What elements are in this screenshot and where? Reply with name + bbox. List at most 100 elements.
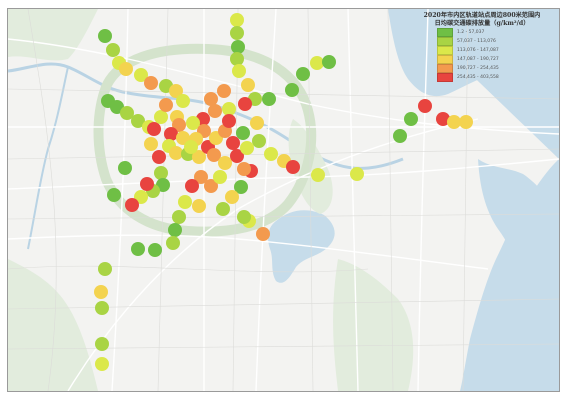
- green-area: [8, 9, 98, 61]
- station-marker[interactable]: [95, 301, 109, 315]
- station-marker[interactable]: [107, 188, 121, 202]
- station-marker[interactable]: [250, 116, 264, 130]
- station-marker[interactable]: [131, 242, 145, 256]
- legend-item: 113,076 - 147,087: [437, 46, 559, 55]
- station-marker[interactable]: [237, 162, 251, 176]
- station-marker[interactable]: [252, 134, 266, 148]
- station-marker[interactable]: [230, 149, 244, 163]
- station-marker[interactable]: [147, 122, 161, 136]
- station-marker[interactable]: [286, 160, 300, 174]
- station-marker[interactable]: [172, 118, 186, 132]
- map-canvas[interactable]: [8, 9, 559, 391]
- station-marker[interactable]: [144, 76, 158, 90]
- legend-swatch: [437, 37, 453, 46]
- station-marker[interactable]: [285, 83, 299, 97]
- station-marker[interactable]: [262, 92, 276, 106]
- legend-title: 2020年市内区轨道站点周边800米范围内 日均碳交通碳排放量（g/km²/d）: [423, 12, 541, 27]
- station-marker[interactable]: [436, 112, 450, 126]
- legend-item: 190,727 - 254,435: [437, 64, 559, 73]
- station-marker[interactable]: [296, 67, 310, 81]
- station-marker[interactable]: [125, 198, 139, 212]
- station-marker[interactable]: [241, 78, 255, 92]
- station-marker[interactable]: [231, 40, 245, 54]
- station-marker[interactable]: [256, 227, 270, 241]
- station-marker[interactable]: [217, 84, 231, 98]
- station-marker[interactable]: [184, 140, 198, 154]
- station-marker[interactable]: [185, 179, 199, 193]
- station-marker[interactable]: [459, 115, 473, 129]
- station-marker[interactable]: [131, 114, 145, 128]
- station-marker[interactable]: [232, 64, 246, 78]
- station-marker[interactable]: [98, 262, 112, 276]
- station-marker[interactable]: [310, 56, 324, 70]
- station-marker[interactable]: [218, 156, 232, 170]
- station-marker[interactable]: [208, 104, 222, 118]
- station-marker[interactable]: [207, 148, 221, 162]
- green-area: [333, 259, 414, 391]
- station-marker[interactable]: [152, 150, 166, 164]
- station-marker[interactable]: [204, 179, 218, 193]
- station-marker[interactable]: [176, 131, 190, 145]
- station-marker[interactable]: [194, 170, 208, 184]
- station-marker[interactable]: [238, 97, 252, 111]
- station-marker[interactable]: [222, 102, 236, 116]
- station-marker[interactable]: [230, 13, 244, 27]
- station-marker[interactable]: [236, 126, 250, 140]
- station-marker[interactable]: [172, 210, 186, 224]
- station-marker[interactable]: [237, 210, 251, 224]
- station-marker[interactable]: [169, 146, 183, 160]
- station-marker[interactable]: [95, 357, 109, 371]
- station-marker[interactable]: [134, 190, 148, 204]
- station-marker[interactable]: [192, 199, 206, 213]
- station-marker[interactable]: [134, 68, 148, 82]
- legend-item: 1.2 - 57,037: [437, 28, 559, 37]
- station-marker[interactable]: [222, 114, 236, 128]
- legend-label: 113,076 - 147,087: [457, 48, 499, 53]
- station-marker[interactable]: [106, 43, 120, 57]
- station-marker[interactable]: [350, 167, 364, 181]
- station-marker[interactable]: [230, 26, 244, 40]
- station-marker[interactable]: [204, 92, 218, 106]
- legend-label: 1.2 - 57,037: [457, 30, 485, 35]
- station-marker[interactable]: [240, 141, 254, 155]
- station-marker[interactable]: [169, 84, 183, 98]
- station-marker[interactable]: [168, 223, 182, 237]
- station-marker[interactable]: [176, 94, 190, 108]
- station-marker[interactable]: [148, 243, 162, 257]
- station-marker[interactable]: [226, 136, 240, 150]
- sea-water: [403, 9, 559, 391]
- station-marker[interactable]: [120, 106, 134, 120]
- station-marker[interactable]: [225, 190, 239, 204]
- station-marker[interactable]: [159, 98, 173, 112]
- station-marker[interactable]: [98, 29, 112, 43]
- station-marker[interactable]: [186, 116, 200, 130]
- station-marker[interactable]: [119, 62, 133, 76]
- station-marker[interactable]: [393, 129, 407, 143]
- station-marker[interactable]: [216, 202, 230, 216]
- station-marker[interactable]: [404, 112, 418, 126]
- station-marker[interactable]: [322, 55, 336, 69]
- station-marker[interactable]: [192, 150, 206, 164]
- station-marker[interactable]: [178, 195, 192, 209]
- station-marker[interactable]: [164, 127, 178, 141]
- station-marker[interactable]: [144, 137, 158, 151]
- station-marker[interactable]: [234, 180, 248, 194]
- station-marker[interactable]: [95, 337, 109, 351]
- station-marker[interactable]: [311, 168, 325, 182]
- station-marker[interactable]: [118, 161, 132, 175]
- legend-item: 57,037 - 113,076: [437, 37, 559, 46]
- legend-item: 147,087 - 190,727: [437, 55, 559, 64]
- station-marker[interactable]: [154, 110, 168, 124]
- legend-label: 147,087 - 190,727: [457, 57, 499, 62]
- station-marker[interactable]: [166, 236, 180, 250]
- station-marker[interactable]: [140, 177, 154, 191]
- station-marker[interactable]: [447, 115, 461, 129]
- legend-swatch: [437, 55, 453, 64]
- station-marker[interactable]: [94, 285, 108, 299]
- station-marker[interactable]: [154, 166, 168, 180]
- station-marker[interactable]: [213, 170, 227, 184]
- station-marker[interactable]: [264, 147, 278, 161]
- station-marker[interactable]: [230, 52, 244, 66]
- station-marker[interactable]: [418, 99, 432, 113]
- legend-label: 254,435 - 403,558: [457, 75, 499, 80]
